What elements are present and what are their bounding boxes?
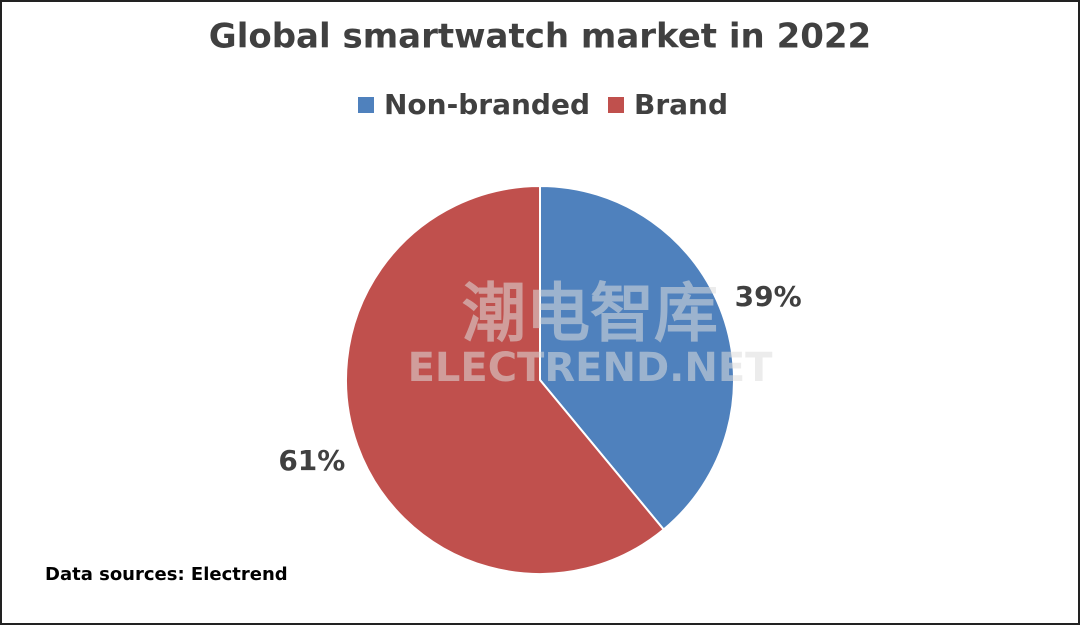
legend-swatch bbox=[608, 97, 624, 113]
chart-title: Global smartwatch market in 2022 bbox=[209, 17, 871, 57]
data-label: 61% bbox=[278, 444, 345, 477]
watermark: 潮电智库 bbox=[462, 278, 718, 352]
legend-label: Brand bbox=[634, 88, 728, 121]
legend-label: Non-branded bbox=[384, 88, 590, 121]
legend-swatch bbox=[358, 97, 374, 113]
pie-slice bbox=[345, 184, 666, 575]
watermark: ELECTREND.NET bbox=[408, 345, 774, 391]
data-label: 39% bbox=[735, 280, 802, 313]
source-note: Data sources: Electrend bbox=[45, 564, 288, 585]
pie-slice bbox=[539, 184, 735, 531]
